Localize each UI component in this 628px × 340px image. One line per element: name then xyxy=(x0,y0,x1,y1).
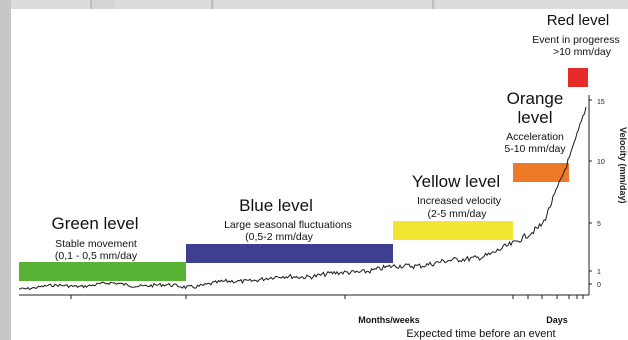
blue-level-box xyxy=(186,244,393,263)
red-level-desc: Event in progeress xyxy=(532,34,620,46)
x-axis-title: Expected time before an event xyxy=(406,328,555,340)
orange-level-title: Orange xyxy=(507,89,564,108)
velocity-curve xyxy=(18,106,587,291)
blue-level-range: (0,5-2 mm/day xyxy=(245,231,313,243)
velocity-axis-label: Velocity (mm/day) xyxy=(618,127,628,204)
orange-level-title-line2: level xyxy=(518,108,553,127)
yellow-level-desc: Increased velocity xyxy=(417,195,502,207)
warning-levels-diagram: Green level Stable movement (0,1 - 0,5 m… xyxy=(18,12,628,340)
yellow-level-range: (2-5 mm/day xyxy=(428,208,488,220)
left-frame-bar xyxy=(0,0,11,340)
green-level-desc: Stable movement xyxy=(55,238,137,250)
y-tick-label: 5 xyxy=(597,221,601,228)
time-axis: Months/weeks Days Expected time before a… xyxy=(19,294,589,340)
blue-level-title: Blue level xyxy=(239,196,313,215)
yellow-level-title: Yellow level xyxy=(412,172,500,191)
yellow-level-box xyxy=(393,221,513,240)
orange-level-range: 5-10 mm/day xyxy=(504,143,566,155)
y-tick-label: 1 xyxy=(597,269,601,276)
diagram-panel: Green level Stable movement (0,1 - 0,5 m… xyxy=(11,9,628,340)
red-level-box xyxy=(568,68,588,87)
green-level-box xyxy=(19,262,186,281)
y-tick-label: 10 xyxy=(597,159,605,166)
green-level-title: Green level xyxy=(52,214,139,233)
days-label: Days xyxy=(546,315,568,325)
red-level-title: Red level xyxy=(547,12,610,29)
y-tick-label: 15 xyxy=(597,99,605,106)
months-weeks-label: Months/weeks xyxy=(358,315,420,325)
green-level-range: (0,1 - 0,5 mm/day xyxy=(55,250,138,262)
orange-level-desc: Acceleration xyxy=(506,131,564,143)
velocity-axis: 15 10 5 1 0 Velocity (mm/day) xyxy=(588,95,628,295)
red-level-range: >10 mm/day xyxy=(553,46,612,58)
y-tick-label: 0 xyxy=(597,282,601,289)
orange-level-box xyxy=(513,163,569,182)
blue-level-desc: Large seasonal fluctuations xyxy=(224,219,352,231)
